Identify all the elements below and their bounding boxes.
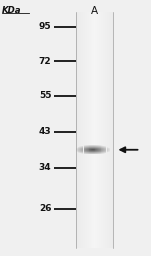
Bar (110, 12, 111, 248)
Bar (87, 12, 88, 248)
Text: 55: 55 (39, 91, 51, 101)
Text: 95: 95 (39, 22, 51, 31)
Bar (93, 12, 94, 248)
Text: 34: 34 (39, 163, 51, 172)
Bar (95, 12, 96, 248)
Bar (105, 12, 106, 248)
Bar (77, 12, 78, 248)
Bar (79, 12, 80, 248)
Bar (76, 12, 113, 248)
Bar (107, 12, 108, 248)
Bar (83, 12, 84, 248)
Bar (94, 12, 95, 248)
Text: 72: 72 (39, 57, 51, 66)
Bar (76, 12, 77, 248)
Bar (98, 12, 99, 248)
Text: 26: 26 (39, 204, 51, 213)
Bar (112, 12, 113, 248)
Bar (90, 12, 91, 248)
Bar (99, 12, 100, 248)
Bar (82, 12, 83, 248)
Bar (108, 12, 109, 248)
Bar (96, 12, 97, 248)
Bar (80, 12, 81, 248)
Bar (104, 12, 105, 248)
Bar (84, 12, 85, 248)
Bar (100, 12, 101, 248)
Bar (89, 12, 90, 248)
Bar (101, 12, 102, 248)
Bar (102, 12, 103, 248)
Text: KDa: KDa (2, 6, 21, 15)
Bar (92, 12, 93, 248)
Bar (85, 12, 86, 248)
Bar (106, 12, 107, 248)
Bar (111, 12, 112, 248)
Bar (97, 12, 98, 248)
Bar (88, 12, 89, 248)
Bar (86, 12, 87, 248)
Text: A: A (91, 6, 98, 16)
Text: 43: 43 (39, 127, 51, 136)
Bar (81, 12, 82, 248)
Bar (103, 12, 104, 248)
Bar (78, 12, 79, 248)
Bar (109, 12, 110, 248)
Bar (91, 12, 92, 248)
